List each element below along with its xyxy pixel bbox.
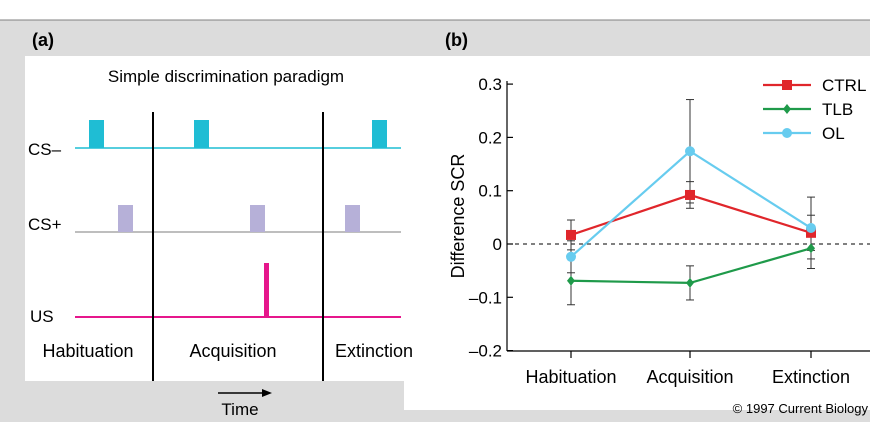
us-row-label: US [30, 307, 54, 326]
y-tick-label: 0.1 [478, 182, 502, 201]
cs-plus-row-label: CS+ [28, 215, 62, 234]
y-tick-label: 0.2 [478, 128, 502, 147]
cs-plus-pulse [345, 205, 360, 232]
copyright-notice: © 1997 Current Biology [733, 401, 869, 416]
time-arrow-head [262, 389, 272, 397]
ol-point [566, 251, 576, 262]
ol-legend-marker [782, 128, 792, 138]
ol-point [806, 223, 816, 234]
paradigm-title: Simple discrimination paradigm [108, 67, 344, 86]
tlb-point [686, 277, 694, 288]
cs-minus-pulse [372, 120, 387, 148]
x-tick-label: Acquisition [646, 367, 733, 387]
tlb-legend-marker [783, 104, 791, 114]
phase-label-extinction: Extinction [335, 341, 413, 361]
phase-label-habituation: Habituation [42, 341, 133, 361]
panel-a-label: (a) [32, 30, 54, 50]
cs-minus-pulse [194, 120, 209, 148]
y-tick-label: 0 [493, 235, 502, 254]
y-tick-label: –0.2 [469, 342, 502, 361]
phase-label-acquisition: Acquisition [189, 341, 276, 361]
ol-legend-label: OL [822, 124, 845, 143]
ol-point [685, 146, 695, 157]
y-axis-label: Difference SCR [448, 154, 468, 279]
y-tick-label: 0.3 [478, 75, 502, 94]
us-pulse [264, 263, 269, 317]
y-tick-label: –0.1 [469, 288, 502, 307]
cs-minus-row-label: CS– [28, 140, 62, 159]
ctrl-point [685, 189, 695, 200]
tlb-legend-label: TLB [822, 100, 853, 119]
cs-minus-pulse [89, 120, 104, 148]
x-tick-label: Habituation [525, 367, 616, 387]
tlb-point [807, 243, 815, 254]
ctrl-legend-marker [782, 80, 792, 90]
time-axis-label: Time [221, 400, 258, 419]
ctrl-point [566, 229, 576, 240]
ctrl-legend-label: CTRL [822, 76, 866, 95]
cs-plus-pulse [250, 205, 265, 232]
panel-b-label: (b) [445, 30, 468, 50]
tlb-point [567, 275, 575, 286]
scr-chart: Difference SCR 0.3 0.2 0.1 0 –0.1 –0.2 Habitua… [448, 75, 870, 387]
cs-plus-pulse [118, 205, 133, 232]
x-tick-label: Extinction [772, 367, 850, 387]
